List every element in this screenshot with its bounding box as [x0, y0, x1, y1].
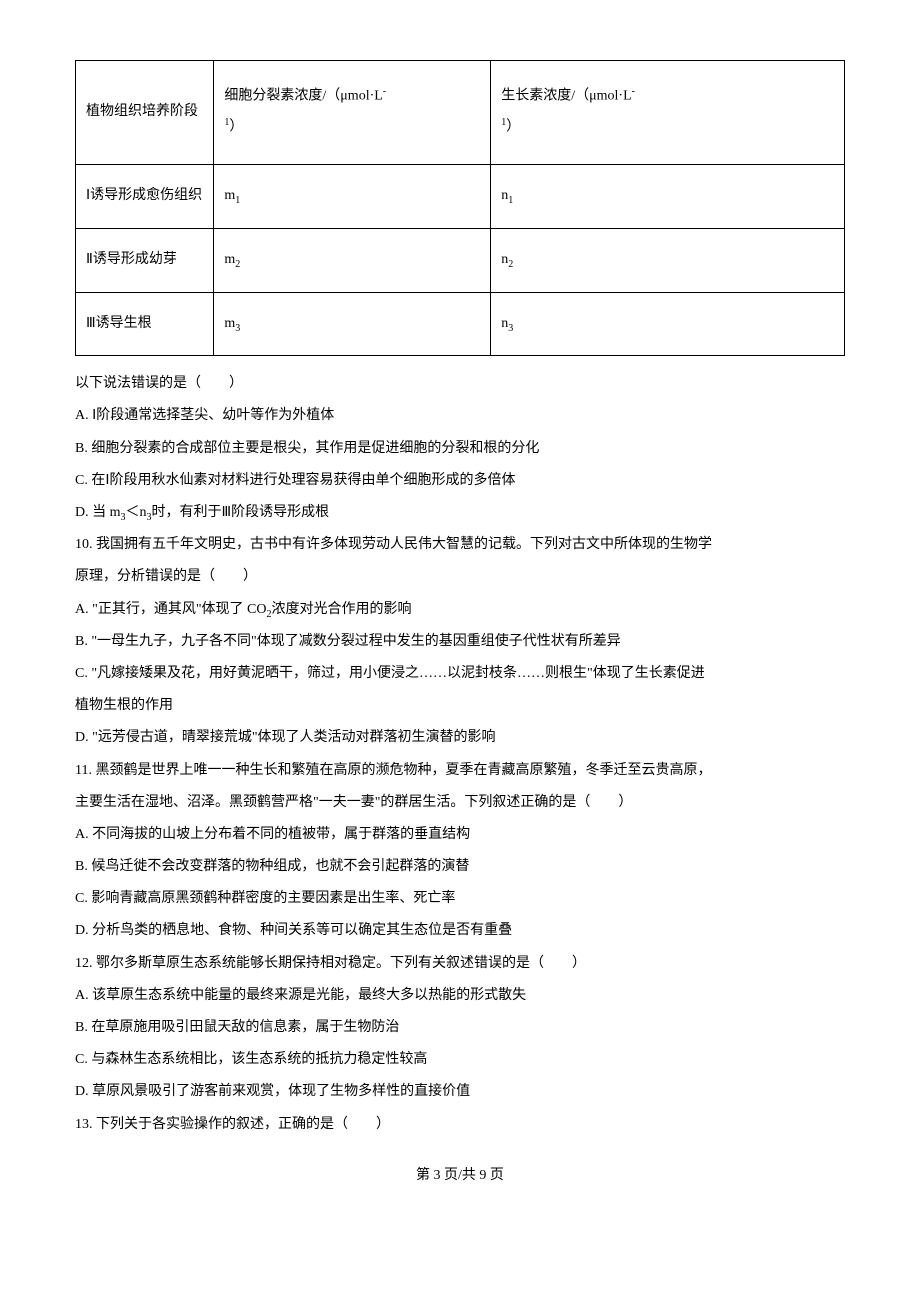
stage-cell: Ⅱ诱导形成幼芽	[76, 228, 214, 292]
table-header-row: 植物组织培养阶段 细胞分裂素浓度/（μmol·L-1） 生长素浓度/（μmol·…	[76, 61, 845, 165]
q11-option-a: A. 不同海拔的山坡上分布着不同的植被带，属于群落的垂直结构	[75, 819, 845, 851]
q11-option-b: B. 候鸟迁徙不会改变群落的物种组成，也就不会引起群落的演替	[75, 851, 845, 883]
n-cell: n1	[491, 164, 845, 228]
option-d: D. 当 m3＜n3时，有利于Ⅲ阶段诱导形成根	[75, 497, 845, 529]
q10-option-a: A. "正其行，通其风"体现了 CO2浓度对光合作用的影响	[75, 594, 845, 626]
culture-stage-table: 植物组织培养阶段 细胞分裂素浓度/（μmol·L-1） 生长素浓度/（μmol·…	[75, 60, 845, 356]
q12-option-b: B. 在草原施用吸引田鼠天敌的信息素，属于生物防治	[75, 1012, 845, 1044]
q11-option-c: C. 影响青藏高原黑颈鹤种群密度的主要因素是出生率、死亡率	[75, 883, 845, 915]
q10-option-c-line1: C. "凡嫁接矮果及花，用好黄泥晒干，筛过，用小便浸之……以泥封枝条……则根生"…	[75, 658, 845, 690]
m-cell: m3	[214, 292, 491, 356]
q11-option-d: D. 分析鸟类的栖息地、食物、种间关系等可以确定其生态位是否有重叠	[75, 915, 845, 947]
stage-cell: Ⅲ诱导生根	[76, 292, 214, 356]
q10-line2: 原理，分析错误的是（ ）	[75, 561, 845, 593]
q12-option-d: D. 草原风景吸引了游客前来观赏，体现了生物多样性的直接价值	[75, 1076, 845, 1108]
q12-line1: 12. 鄂尔多斯草原生态系统能够长期保持相对稳定。下列有关叙述错误的是（ ）	[75, 948, 845, 980]
q10-line1: 10. 我国拥有五千年文明史，古书中有许多体现劳动人民伟大智慧的记载。下列对古文…	[75, 529, 845, 561]
q12-option-c: C. 与森林生态系统相比，该生态系统的抵抗力稳定性较高	[75, 1044, 845, 1076]
option-b: B. 细胞分裂素的合成部位主要是根尖，其作用是促进细胞的分裂和根的分化	[75, 433, 845, 465]
table-row: Ⅲ诱导生根 m3 n3	[76, 292, 845, 356]
q10-option-c-line2: 植物生根的作用	[75, 690, 845, 722]
table-row: Ⅰ诱导形成愈伤组织 m1 n1	[76, 164, 845, 228]
q10-option-d: D. "远芳侵古道，晴翠接荒城"体现了人类活动对群落初生演替的影响	[75, 722, 845, 754]
stage-cell: Ⅰ诱导形成愈伤组织	[76, 164, 214, 228]
header-stage: 植物组织培养阶段	[76, 61, 214, 165]
header-cytokinin: 细胞分裂素浓度/（μmol·L-1）	[214, 61, 491, 165]
q12-option-a: A. 该草原生态系统中能量的最终来源是光能，最终大多以热能的形式散失	[75, 980, 845, 1012]
option-a: A. Ⅰ阶段通常选择茎尖、幼叶等作为外植体	[75, 400, 845, 432]
q13: 13. 下列关于各实验操作的叙述，正确的是（ ）	[75, 1109, 845, 1141]
m-cell: m1	[214, 164, 491, 228]
question-intro: 以下说法错误的是（ ）	[75, 368, 845, 400]
header-auxin: 生长素浓度/（μmol·L-1）	[491, 61, 845, 165]
q10-option-b: B. "一母生九子，九子各不同"体现了减数分裂过程中发生的基因重组使子代性状有所…	[75, 626, 845, 658]
n-cell: n2	[491, 228, 845, 292]
q11-line2: 主要生活在湿地、沼泽。黑颈鹤营严格"一夫一妻"的群居生活。下列叙述正确的是（ ）	[75, 787, 845, 819]
page-footer: 第 3 页/共 9 页	[75, 1161, 845, 1192]
n-cell: n3	[491, 292, 845, 356]
q11-line1: 11. 黑颈鹤是世界上唯一一种生长和繁殖在高原的濒危物种，夏季在青藏高原繁殖，冬…	[75, 755, 845, 787]
option-c: C. 在Ⅰ阶段用秋水仙素对材料进行处理容易获得由单个细胞形成的多倍体	[75, 465, 845, 497]
table-row: Ⅱ诱导形成幼芽 m2 n2	[76, 228, 845, 292]
m-cell: m2	[214, 228, 491, 292]
